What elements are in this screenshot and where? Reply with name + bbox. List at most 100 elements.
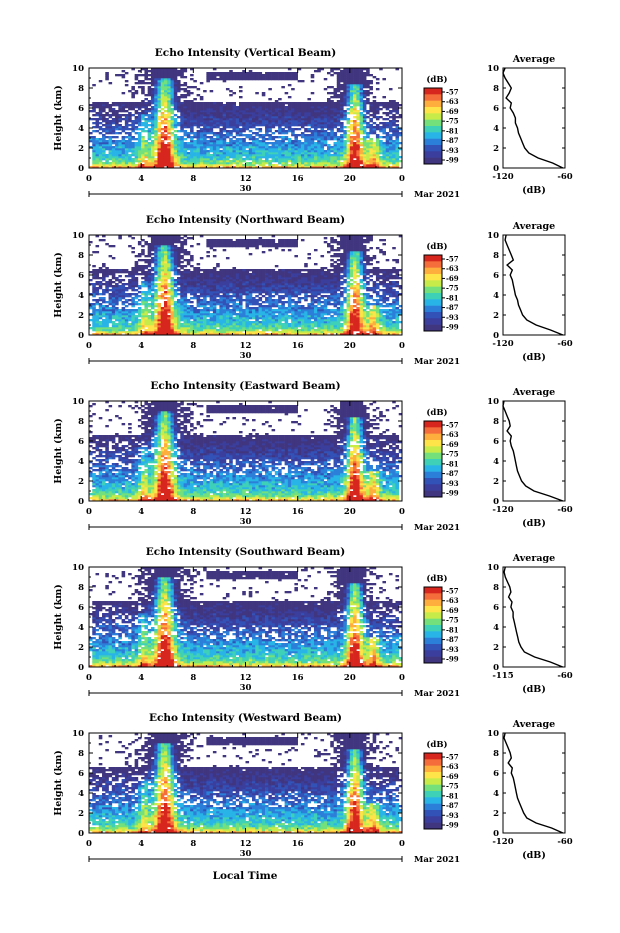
heatmap-cell [203,331,207,333]
heatmap-cell [122,323,126,325]
heatmap-cell [174,164,178,166]
heatmap-cell [366,152,370,154]
heatmap-cell [334,122,338,124]
heatmap-cell [184,299,188,301]
heatmap-cell [154,106,158,108]
heatmap-cell [151,90,155,92]
heatmap-cell [138,124,142,126]
heatmap-cell [112,154,116,156]
heatmap-cell [314,323,318,325]
heatmap-cell [144,150,148,152]
heatmap-cell [268,76,272,78]
heatmap-cell [311,144,315,146]
heatmap-cell [262,76,266,78]
heatmap-cell [366,156,370,158]
heatmap-cell [288,106,292,108]
heatmap-cell [275,120,279,122]
heatmap-cell [317,126,321,128]
heatmap-cell [259,116,263,118]
heatmap-cell [347,148,351,150]
heatmap-cell [363,104,367,106]
heatmap-cell [102,162,106,164]
heatmap-cell [288,108,292,110]
heatmap-cell [304,313,308,315]
heatmap-cell [356,72,360,74]
heatmap-cell [161,134,165,136]
heatmap-cell [177,116,181,118]
heatmap-cell [291,106,295,108]
heatmap-cell [167,106,171,108]
heatmap-cell [125,142,129,144]
heatmap-cell [118,140,122,142]
heatmap-cell [148,331,152,333]
heatmap-cell [219,118,223,120]
heatmap-cell [392,128,396,130]
heatmap-cell [340,148,344,150]
heatmap-cell [356,116,360,118]
heatmap-cell [246,112,250,114]
heatmap-cell [285,162,289,164]
heatmap-cell [340,78,344,80]
heatmap-cell [190,309,194,311]
heatmap-cell [265,142,269,144]
heatmap-cell [268,130,272,132]
heatmap-cell [190,106,194,108]
heatmap-cell [379,321,383,323]
heatmap-cell [157,72,161,74]
heatmap-cell [347,74,351,76]
heatmap-cell [278,104,282,106]
heatmap-cell [174,317,178,319]
heatmap-cell [330,327,334,329]
heatmap-cell [307,116,311,118]
heatmap-cell [99,138,103,140]
heatmap-cell [272,106,276,108]
heatmap-cell [330,156,334,158]
heatmap-cell [232,92,236,94]
heatmap-cell [210,156,214,158]
heatmap-cell [206,112,210,114]
heatmap-cell [373,158,377,160]
heatmap-cell [350,327,354,329]
heatmap-cell [382,154,386,156]
heatmap-cell [128,134,132,136]
heatmap-cell [262,136,266,138]
heatmap-cell [171,82,175,84]
heatmap-cell [226,317,230,319]
heatmap-cell [389,319,393,321]
heatmap-cell [340,70,344,72]
heatmap-cell [317,321,321,323]
heatmap-cell [206,307,210,309]
heatmap-cell [239,164,243,166]
heatmap-cell [330,130,334,132]
heatmap-cell [246,303,250,305]
heatmap-cell [347,102,351,104]
heatmap-cell [109,126,113,128]
heatmap-cell [389,112,393,114]
heatmap-cell [255,108,259,110]
heatmap-cell [203,297,207,299]
heatmap-cell [148,150,152,152]
heatmap-cell [272,150,276,152]
heatmap-cell [148,299,152,301]
heatmap-cell [135,321,139,323]
heatmap-cell [161,329,165,331]
heatmap-cell [193,156,197,158]
heatmap-cell [154,142,158,144]
heatmap-cell [275,301,279,303]
heatmap-cell [259,164,263,166]
heatmap-cell [311,321,315,323]
heatmap-cell [190,78,194,80]
heatmap-cell [164,331,168,333]
heatmap-cell [376,134,380,136]
heatmap-cell [334,319,338,321]
heatmap-cell [226,88,230,90]
heatmap-cell [242,319,246,321]
heatmap-cell [259,118,263,120]
heatmap-cell [125,301,129,303]
heatmap-cell [154,311,158,313]
heatmap-cell [246,114,250,116]
heatmap-cell [298,305,302,307]
heatmap-cell [301,144,305,146]
heatmap-cell [320,164,324,166]
colorbar-swatch [424,120,442,127]
